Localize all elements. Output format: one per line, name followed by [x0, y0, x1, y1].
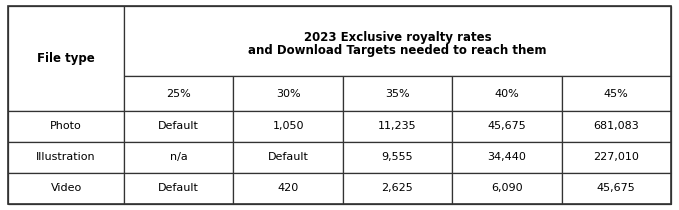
Bar [562, 142, 671, 173]
Bar [124, 142, 234, 173]
Text: 2023 Exclusive royalty rates: 2023 Exclusive royalty rates [304, 31, 492, 44]
Text: and Download Targets needed to reach them: and Download Targets needed to reach the… [249, 44, 547, 57]
Text: Default: Default [158, 121, 199, 131]
Text: 6,090: 6,090 [491, 183, 523, 193]
Text: Default: Default [268, 152, 308, 162]
Bar [343, 76, 452, 111]
Bar [562, 111, 671, 142]
Bar [452, 173, 562, 204]
Bar [124, 173, 234, 204]
Bar [234, 111, 343, 142]
Text: Video: Video [50, 183, 81, 193]
Text: 45,675: 45,675 [488, 121, 526, 131]
Bar [452, 76, 562, 111]
Text: 1,050: 1,050 [272, 121, 304, 131]
Bar [343, 111, 452, 142]
Text: 30%: 30% [276, 89, 300, 99]
Bar [234, 173, 343, 204]
Text: 25%: 25% [166, 89, 191, 99]
Bar [8, 6, 124, 111]
Text: 35%: 35% [385, 89, 410, 99]
Bar [343, 142, 452, 173]
Text: Photo: Photo [50, 121, 82, 131]
Text: 681,083: 681,083 [593, 121, 639, 131]
Bar [562, 76, 671, 111]
Bar [562, 173, 671, 204]
Text: 11,235: 11,235 [378, 121, 417, 131]
Text: 227,010: 227,010 [593, 152, 639, 162]
Bar [452, 142, 562, 173]
Text: Illustration: Illustration [36, 152, 96, 162]
Bar [8, 142, 124, 173]
Text: Default: Default [158, 183, 199, 193]
Text: 34,440: 34,440 [488, 152, 526, 162]
Text: 40%: 40% [494, 89, 519, 99]
Bar [8, 173, 124, 204]
Text: 420: 420 [278, 183, 299, 193]
Text: n/a: n/a [170, 152, 187, 162]
Text: 2,625: 2,625 [382, 183, 414, 193]
Bar [124, 76, 234, 111]
Bar [234, 142, 343, 173]
Text: 9,555: 9,555 [382, 152, 414, 162]
Text: 45%: 45% [604, 89, 629, 99]
Bar [124, 111, 234, 142]
Text: File type: File type [37, 52, 95, 65]
Text: 45,675: 45,675 [597, 183, 636, 193]
Bar [124, 6, 671, 76]
Bar [452, 111, 562, 142]
Bar [343, 173, 452, 204]
Bar [8, 111, 124, 142]
Bar [234, 76, 343, 111]
